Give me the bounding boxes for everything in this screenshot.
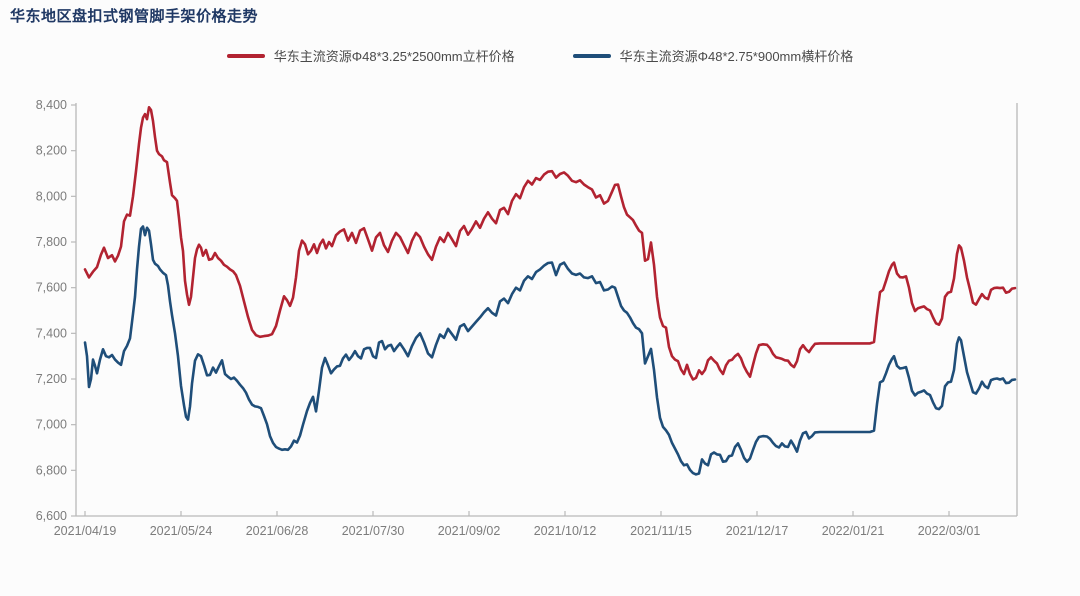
series-line-horizontal-bar (83, 225, 1017, 476)
blue-line-swatch-icon (572, 53, 611, 58)
y-tick-label: 6,600 (36, 509, 67, 523)
x-tick-label: 2021/12/17 (726, 524, 789, 538)
x-tick-label: 2022/03/01 (918, 524, 981, 538)
x-tick-label: 2021/06/28 (246, 524, 309, 538)
legend-item-vertical-pole-price: 华东主流资源Φ48*3.25*2500mm立杆价格 (226, 46, 515, 65)
y-tick-label: 8,400 (36, 98, 67, 112)
x-tick-label: 2021/04/19 (54, 524, 117, 538)
x-tick-label: 2022/01/21 (822, 524, 885, 538)
legend-label-vertical-pole-price: 华东主流资源Φ48*3.25*2500mm立杆价格 (273, 49, 515, 64)
x-tick-label: 2021/09/02 (438, 524, 501, 538)
y-tick-label: 6,800 (36, 463, 67, 477)
y-tick-label: 7,000 (36, 418, 67, 432)
y-tick-label: 7,400 (36, 326, 67, 340)
series-line-vertical-pole (83, 106, 1017, 381)
page-title: 华东地区盘扣式钢管脚手架价格走势 (10, 8, 259, 25)
x-tick-label: 2021/05/24 (150, 524, 213, 538)
legend-item-horizontal-bar-price: 华东主流资源Φ48*2.75*900mm横杆价格 (572, 46, 854, 65)
y-tick-label: 7,600 (36, 281, 67, 295)
x-tick-label: 2021/07/30 (342, 524, 405, 538)
chart-legend: 华东主流资源Φ48*3.25*2500mm立杆价格 华东主流资源Φ48*2.75… (0, 46, 1080, 65)
x-tick-label: 2021/10/12 (534, 524, 597, 538)
x-tick-label: 2021/11/15 (630, 524, 692, 538)
legend-label-horizontal-bar-price: 华东主流资源Φ48*2.75*900mm横杆价格 (619, 49, 854, 64)
y-tick-label: 8,000 (36, 189, 67, 203)
y-tick-label: 7,200 (36, 372, 67, 386)
y-tick-label: 7,800 (36, 235, 67, 249)
red-line-swatch-icon (226, 53, 265, 58)
y-tick-label: 8,200 (36, 144, 67, 158)
